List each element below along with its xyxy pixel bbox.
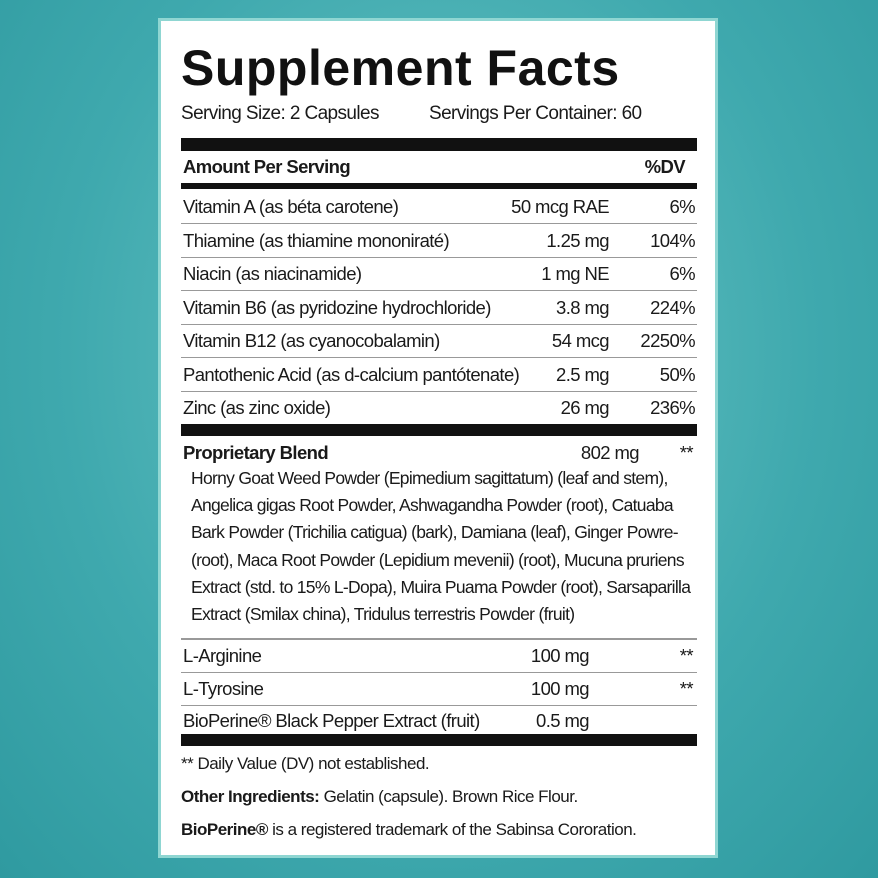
nutrient-name: Niacin (as niacinamide) [183, 263, 362, 284]
divider-thin [181, 638, 697, 640]
divider-thick [181, 734, 697, 746]
nutrient-dv: 104% [650, 229, 696, 251]
nutrient-row: Vitamin B6 (as pyridozine hydrochloride)… [181, 291, 697, 325]
nutrient-row: Niacin (as niacinamide) 1 mg NE 6% [181, 257, 697, 291]
nutrient-name: BioPerine® Black Pepper Extract (fruit) [183, 710, 480, 731]
nutrient-row: Vitamin B12 (as cyanocobalamin) 54 mcg 225… [181, 324, 697, 358]
nutrient-row: L-Arginine 100 mg ** [181, 639, 697, 673]
nutrient-amount: 26 mg [560, 397, 610, 418]
nutrient-amount: 50 mcg RAE [511, 196, 609, 217]
header-row: Amount Per Serving %DV [181, 150, 697, 182]
nutrient-amount: 100 mg [530, 677, 590, 699]
nutrient-amount: 0.5 mg [536, 710, 590, 731]
nutrient-dv: 224% [650, 296, 696, 318]
nutrient-dv: 6% [669, 263, 695, 284]
nutrient-amount: 54 mcg [551, 330, 610, 351]
trademark-value: is a registered trademark of the Sabinsa… [267, 820, 637, 839]
nutrient-dv: ** [679, 645, 694, 666]
serving-size: Serving Size: 2 Capsules [181, 103, 379, 124]
nutrient-name: Zinc (as zinc oxide) [183, 397, 331, 418]
nutrient-name: Vitamin A (as béta carotene) [183, 196, 399, 217]
servings-per-container: Servings Per Container: 60 [429, 103, 642, 124]
nutrient-row: Zinc (as zinc oxide) 26 mg 236% [181, 391, 697, 424]
nutrient-amount: 1 mg NE [541, 263, 609, 284]
dv-note: ** Daily Value (DV) not established. [181, 754, 430, 773]
nutrient-row: BioPerine® Black Pepper Extract (fruit) 0… [181, 704, 697, 738]
nutrient-row: L-Tyrosine 100 mg ** [181, 672, 697, 706]
nutrient-dv: ** [679, 677, 694, 699]
nutrient-name: Vitamin B12 (as cyanocobalamin) [183, 330, 440, 351]
blend-ingredients: Horny Goat Weed Powder (Epimedium sagitt… [191, 468, 691, 625]
supplement-facts-label: Supplement Facts Serving Size: 2 Capsule… [158, 18, 718, 858]
nutrient-dv: 236% [650, 397, 696, 418]
divider-thick [181, 138, 697, 151]
nutrient-name: L-Tyrosine [183, 677, 264, 699]
nutrient-name: Pantothenic Acid (as d-calcium pantótena… [183, 363, 520, 385]
blend-name: Proprietary Blend [183, 442, 329, 463]
nutrient-amount: 3.8 mg [556, 296, 610, 318]
nutrient-name: L-Arginine [183, 645, 262, 666]
nutrient-amount: 1.25 mg [546, 229, 609, 251]
trademark-note: BioPerine® is a registered trademark of … [181, 820, 637, 840]
divider-medium [181, 183, 697, 189]
other-ingredients-value: Gelatin (capsule). Brown Rice Flour. [319, 787, 579, 806]
other-ingredients: Other Ingredients: Gelatin (capsule). Br… [181, 787, 578, 807]
other-ingredients-label: Other Ingredients: [181, 787, 320, 806]
nutrient-row: Vitamin A (as béta carotene) 50 mcg RAE 6% [181, 190, 697, 224]
nutrient-row: Thiamine (as thiamine mononiraté) 1.25 mg… [181, 224, 697, 258]
label-title: Supplement Facts [181, 40, 620, 96]
nutrient-amount: 2.5 mg [556, 363, 610, 385]
blend-amount: 802 mg [580, 442, 640, 463]
nutrient-row: Pantothenic Acid (as d-calcium pantótena… [181, 358, 697, 392]
amount-per-serving-header: Amount Per Serving [183, 156, 351, 177]
nutrient-dv: 2250% [640, 330, 695, 351]
nutrient-name: Thiamine (as thiamine mononiraté) [183, 229, 450, 251]
nutrient-name: Vitamin B6 (as pyridozine hydrochloride) [183, 296, 491, 318]
dv-header: %DV [644, 156, 686, 177]
blend-dv: ** [679, 442, 694, 463]
blend-row: Proprietary Blend 802 mg ** [181, 436, 697, 469]
nutrient-amount: 100 mg [530, 645, 590, 666]
nutrient-dv: 6% [669, 196, 695, 217]
trademark-label: BioPerine® [181, 820, 268, 839]
nutrient-dv: 50% [659, 363, 696, 385]
divider-thick [181, 424, 697, 436]
